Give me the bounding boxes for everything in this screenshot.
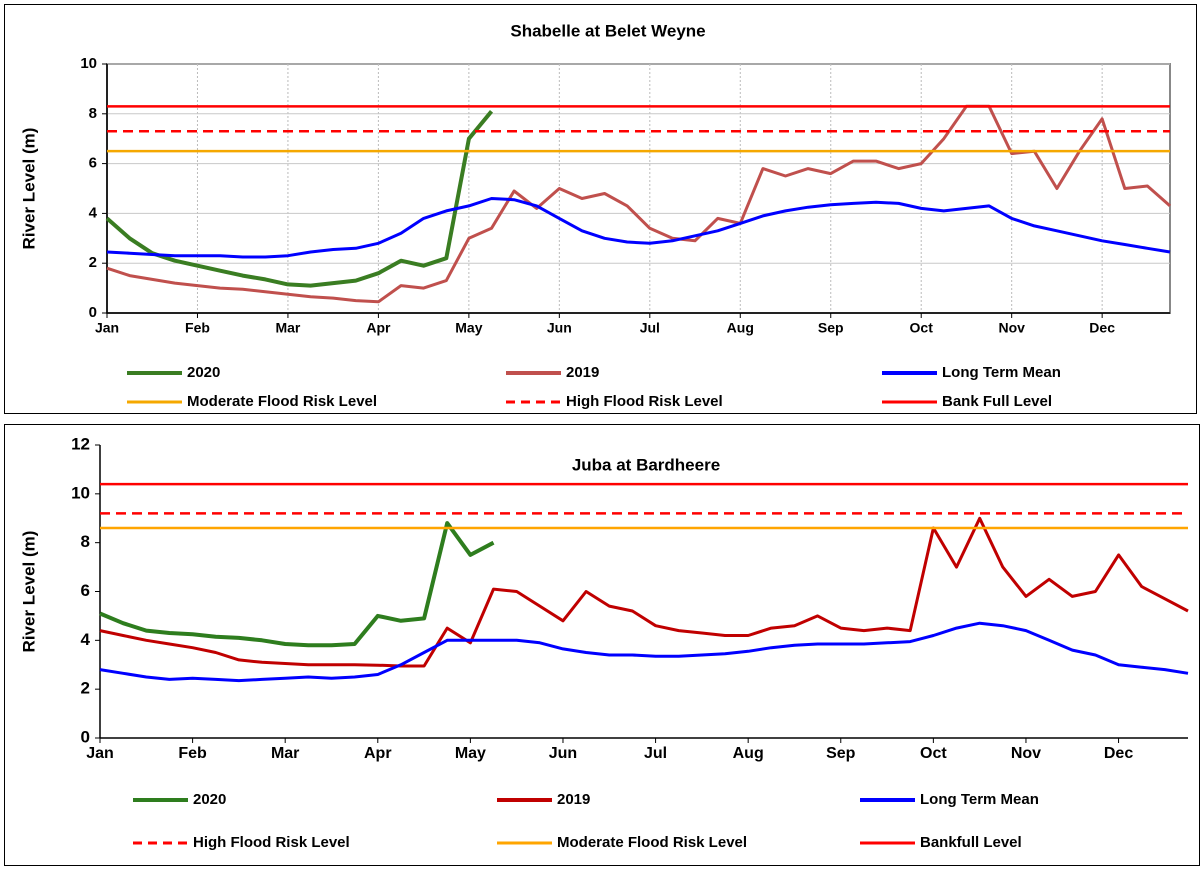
x-tick-label: May: [455, 320, 482, 336]
plot-area: [106, 63, 1171, 314]
x-tick-label: Feb: [178, 745, 207, 762]
y-tick-label: 0: [81, 727, 90, 746]
data-line: [99, 521, 495, 648]
x-tick-label: Jan: [86, 745, 114, 762]
data-line: [99, 621, 1189, 683]
y-tick-label: 0: [89, 304, 97, 321]
x-tick-label: Feb: [185, 320, 210, 336]
x-tick-label: Mar: [275, 320, 300, 336]
y-tick-label: 4: [89, 204, 98, 221]
legend-label: Long Term Mean: [942, 364, 1061, 381]
legend-label: Bank Full Level: [942, 393, 1052, 410]
data-line: [99, 516, 1189, 668]
x-tick-label: Dec: [1104, 745, 1133, 762]
y-tick-label: 12: [71, 434, 90, 453]
x-tick-label: Jun: [549, 745, 577, 762]
x-tick-label: Sep: [826, 745, 856, 762]
y-tick-label: 10: [80, 55, 97, 72]
y-tick-label: 8: [81, 532, 90, 551]
y-tick-label: 10: [71, 483, 90, 502]
legend-label: High Flood Risk Level: [566, 393, 723, 410]
x-tick-label: Jun: [547, 320, 572, 336]
data-line: [106, 197, 1171, 259]
legend-label: 2020: [187, 364, 220, 381]
legend-label: 2020: [193, 791, 226, 808]
legend-label: Bankfull Level: [920, 834, 1022, 851]
x-tick-label: Jul: [640, 320, 660, 336]
legend-label: 2019: [557, 791, 590, 808]
legend-label: Moderate Flood Risk Level: [187, 393, 377, 410]
x-tick-label: Oct: [920, 745, 947, 762]
x-tick-label: Apr: [364, 745, 392, 762]
x-tick-label: Aug: [733, 745, 764, 762]
y-tick-label: 6: [89, 155, 97, 172]
x-tick-label: Mar: [271, 745, 299, 762]
legend-label: High Flood Risk Level: [193, 834, 350, 851]
data-line: [105, 110, 494, 288]
chart-title: Shabelle at Belet Weyne: [510, 21, 705, 40]
x-tick-label: May: [455, 745, 486, 762]
y-axis-label: River Level (m): [19, 531, 38, 653]
y-axis-label: River Level (m): [19, 128, 38, 250]
legend-label: Long Term Mean: [920, 791, 1039, 808]
x-tick-label: Jul: [644, 745, 667, 762]
x-tick-label: Dec: [1089, 320, 1115, 336]
y-tick-label: 8: [89, 105, 97, 122]
legend-label: Moderate Flood Risk Level: [557, 834, 747, 851]
x-tick-label: Apr: [366, 320, 391, 336]
x-tick-label: Jan: [95, 320, 119, 336]
x-tick-label: Aug: [727, 320, 754, 336]
y-tick-label: 6: [81, 581, 90, 600]
x-tick-label: Nov: [1011, 745, 1041, 762]
plot-area: [100, 445, 1188, 738]
x-tick-label: Sep: [818, 320, 844, 336]
legend-label: 2019: [566, 364, 599, 381]
chart-title: Juba at Bardheere: [572, 455, 720, 474]
data-line: [106, 104, 1171, 304]
x-tick-label: Nov: [998, 320, 1025, 336]
y-tick-label: 2: [81, 679, 90, 698]
y-tick-label: 2: [89, 254, 97, 271]
x-tick-label: Oct: [910, 320, 934, 336]
y-tick-label: 4: [81, 630, 91, 649]
